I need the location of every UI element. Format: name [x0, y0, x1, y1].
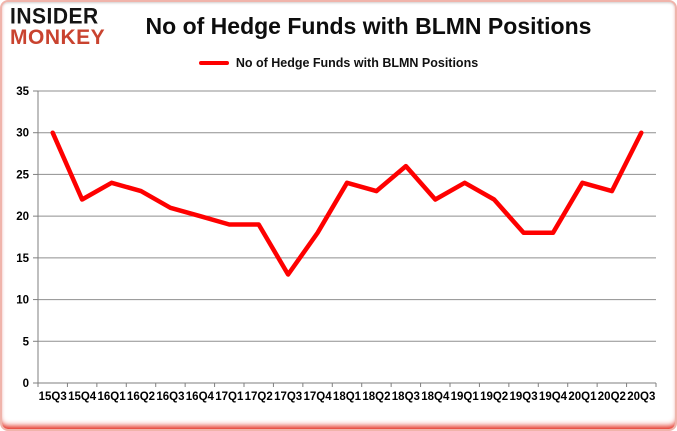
x-axis-label: 17Q1: [215, 391, 244, 403]
insider-monkey-logo: INSIDER MONKEY: [10, 4, 106, 49]
logo-text-monkey: MONKEY: [10, 25, 106, 49]
x-axis-label: 15Q3: [39, 391, 67, 403]
legend-label: No of Hedge Funds with BLMN Positions: [235, 56, 479, 70]
logo-text-insider: INSIDER: [10, 4, 99, 29]
x-axis-label: 19Q2: [480, 391, 508, 403]
series-line: [50, 130, 644, 277]
x-axis-label: 19Q4: [539, 391, 568, 403]
legend-line-swatch: [198, 61, 229, 65]
x-axis-label: 20Q3: [627, 391, 655, 403]
y-axis-label: 5: [23, 336, 30, 348]
x-axis-label: 18Q4: [421, 391, 450, 403]
y-axis-label: 10: [16, 295, 29, 307]
x-axis-label: 16Q3: [156, 391, 184, 403]
x-axis-label: 18Q2: [362, 391, 390, 403]
x-axis-label: 19Q3: [510, 391, 538, 403]
y-axis-label: 35: [16, 86, 29, 98]
x-axis-label: 20Q2: [598, 391, 626, 403]
chart-title: No of Hedge Funds with BLMN Positions: [145, 13, 592, 39]
y-axis-label: 15: [16, 253, 29, 265]
x-axis-label: 16Q2: [127, 391, 155, 403]
x-axis-label: 16Q4: [186, 391, 215, 403]
x-axis-label: 17Q3: [274, 391, 302, 403]
x-axis-label: 15Q4: [68, 391, 97, 403]
x-axis-label: 20Q1: [568, 391, 597, 403]
x-axis-label: 17Q2: [245, 391, 273, 403]
y-axis-label: 30: [16, 128, 29, 140]
x-axis-label: 16Q1: [98, 391, 127, 403]
x-axis-label: 17Q4: [304, 391, 333, 403]
chart-legend: No of Hedge Funds with BLMN Positions: [0, 56, 677, 70]
y-axis-label: 25: [16, 169, 29, 181]
y-axis-label: 20: [16, 211, 29, 223]
x-axis-label: 18Q1: [333, 391, 362, 403]
y-axis-label: 0: [23, 378, 29, 390]
x-axis-label: 19Q1: [451, 391, 480, 403]
x-axis-label: 18Q3: [392, 391, 420, 403]
